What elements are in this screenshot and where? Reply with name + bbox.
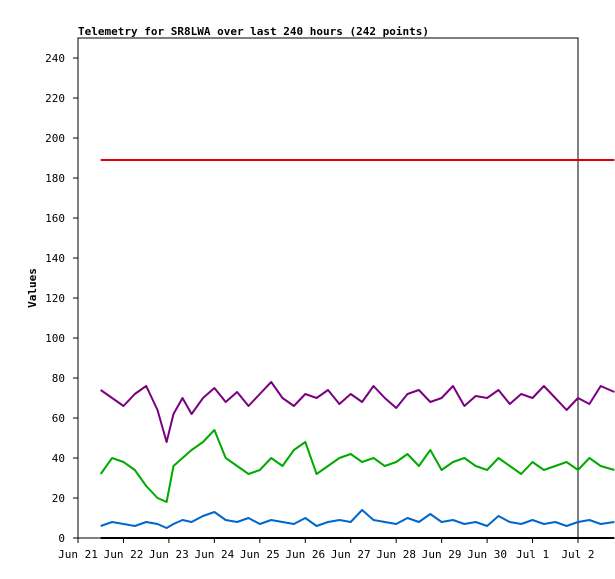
x-tick-label: Jun 28 [376, 548, 416, 561]
series-line-1 [100, 381, 615, 443]
chart-title: Telemetry for SR8LWA over last 240 hours… [78, 25, 429, 38]
x-tick-label: Jun 30 [467, 548, 507, 561]
y-tick-label: 120 [45, 292, 65, 305]
x-tick-label: Jun 29 [422, 548, 462, 561]
y-tick-label: 40 [52, 452, 65, 465]
x-tick-label: Jun 21 [58, 548, 98, 561]
y-tick-label: 160 [45, 212, 65, 225]
y-tick-label: 100 [45, 332, 65, 345]
x-tick-label: Jun 27 [331, 548, 371, 561]
x-tick-label: Jun 23 [149, 548, 189, 561]
y-tick-label: 220 [45, 92, 65, 105]
y-tick-label: 180 [45, 172, 65, 185]
y-tick-label: 200 [45, 132, 65, 145]
y-tick-label: 60 [52, 412, 65, 425]
y-tick-label: 140 [45, 252, 65, 265]
y-tick-label: 0 [58, 532, 65, 545]
y-axis: 0 20 40 60 80 100 120 140 160 180 200 220 240 [45, 52, 78, 545]
series-group [99, 159, 615, 539]
series-line-3 [100, 509, 615, 529]
y-tick-label: 20 [52, 492, 65, 505]
x-tick-label: Jun 25 [240, 548, 280, 561]
y-tick-label: 240 [45, 52, 65, 65]
x-tick-label: Jun 22 [104, 548, 144, 561]
x-tick-label: Jul 2 [561, 548, 594, 561]
x-axis: Jun 21 Jun 22 Jun 23 Jun 24 Jun 25 Jun 26 Jun … [58, 538, 595, 561]
x-tick-label: Jul 1 [516, 548, 549, 561]
series-line-2 [99, 429, 615, 503]
x-tick-label: Jun 26 [285, 548, 325, 561]
x-tick-label: Jun 24 [194, 548, 234, 561]
y-tick-label: 80 [52, 372, 65, 385]
plot-frame [77, 37, 579, 539]
y-axis-label: Values [26, 268, 39, 308]
